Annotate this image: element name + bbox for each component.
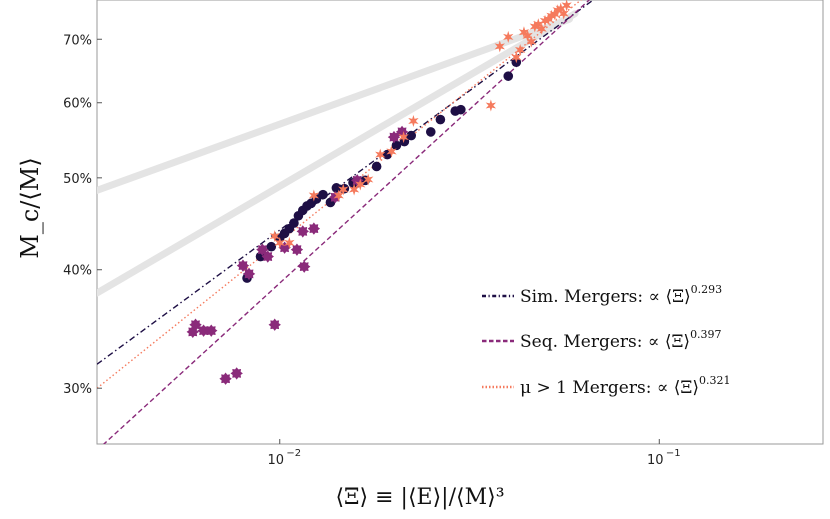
data-point-series-3 bbox=[555, 2, 566, 15]
data-point-series-1 bbox=[425, 127, 436, 137]
legend-label-series-3: μ > 1 Mergers: ∝ ⟨Ξ⟩0.321 bbox=[520, 374, 730, 398]
data-point-series-2 bbox=[219, 372, 232, 385]
data-point-series-3 bbox=[333, 189, 344, 202]
y-axis-ticks: 30% 40% 50% 60% 70% bbox=[63, 33, 102, 397]
data-point-series-2 bbox=[268, 318, 281, 331]
data-point-series-1 bbox=[456, 104, 466, 115]
data-point-series-3 bbox=[338, 183, 349, 196]
data-point-series-3 bbox=[514, 43, 526, 56]
data-point-series-2 bbox=[197, 324, 210, 337]
data-point-series-1 bbox=[266, 241, 277, 252]
data-point-series-3 bbox=[284, 236, 295, 249]
data-point-series-1 bbox=[289, 218, 299, 228]
data-point-series-2 bbox=[261, 250, 274, 263]
y-tick-label: 70% bbox=[63, 33, 92, 48]
data-point-series-3 bbox=[549, 8, 560, 21]
legend-label-series-1: Sim. Mergers: ∝ ⟨Ξ⟩0.293 bbox=[520, 283, 722, 307]
data-point-series-3 bbox=[408, 114, 419, 127]
x-tick-label: 10 bbox=[647, 453, 664, 468]
x-tick-exponent: −2 bbox=[286, 448, 301, 459]
data-point-series-3 bbox=[386, 145, 397, 158]
data-point-series-3 bbox=[536, 22, 547, 35]
data-point-series-2 bbox=[230, 367, 243, 380]
data-point-series-1 bbox=[435, 114, 446, 125]
data-point-series-2 bbox=[205, 324, 218, 337]
data-point-series-3 bbox=[348, 183, 360, 196]
data-point-series-2 bbox=[387, 130, 401, 144]
background-bands bbox=[97, 10, 579, 297]
x-tick-label: 10 bbox=[267, 453, 284, 468]
data-point-series-1 bbox=[371, 161, 382, 172]
y-axis-label: M_c/⟨M⟩ bbox=[16, 157, 44, 258]
x-axis-label: ⟨Ξ⟩ ≡ |⟨E⟩|/⟨M⟩³ bbox=[335, 485, 504, 510]
y-tick-label: 40% bbox=[63, 264, 92, 279]
data-point-series-3 bbox=[355, 178, 366, 191]
x-tick-exponent: −1 bbox=[666, 448, 681, 459]
y-tick-label: 50% bbox=[63, 172, 92, 187]
data-point-series-3 bbox=[274, 236, 285, 249]
data-point-series-1 bbox=[318, 189, 328, 200]
data-point-series-3 bbox=[362, 173, 374, 186]
data-point-series-3 bbox=[518, 26, 530, 39]
data-points bbox=[186, 0, 572, 385]
data-point-series-3 bbox=[543, 13, 554, 26]
data-point-series-1 bbox=[406, 130, 416, 141]
data-point-series-3 bbox=[398, 131, 409, 144]
data-point-series-2 bbox=[242, 267, 256, 281]
data-point-series-2 bbox=[290, 243, 304, 256]
data-point-series-3 bbox=[561, 0, 572, 12]
x-axis-ticks: 10 −2 10 −1 bbox=[267, 439, 681, 468]
data-point-series-2 bbox=[307, 222, 321, 235]
legend: Sim. Mergers: ∝ ⟨Ξ⟩0.293 Seq. Mergers: ∝ … bbox=[482, 283, 730, 398]
data-point-series-3 bbox=[503, 30, 514, 43]
background-band-2 bbox=[97, 10, 579, 297]
data-point-series-3 bbox=[269, 230, 280, 243]
data-point-series-2 bbox=[296, 225, 309, 238]
data-point-series-3 bbox=[485, 99, 497, 112]
data-point-series-2 bbox=[236, 259, 250, 272]
data-point-series-3 bbox=[494, 40, 505, 53]
data-point-series-2 bbox=[189, 318, 202, 331]
fit-line-series-2 bbox=[102, 0, 591, 444]
data-point-series-3 bbox=[558, 7, 569, 20]
data-point-series-3 bbox=[526, 35, 537, 48]
data-point-series-3 bbox=[375, 148, 386, 161]
data-point-series-1 bbox=[503, 71, 514, 81]
background-band-1 bbox=[97, 15, 573, 194]
legend-label-series-2: Seq. Mergers: ∝ ⟨Ξ⟩0.397 bbox=[520, 328, 722, 352]
data-point-series-3 bbox=[533, 18, 544, 31]
data-point-series-3 bbox=[308, 189, 320, 202]
data-point-series-3 bbox=[511, 51, 522, 64]
y-tick-label: 30% bbox=[63, 382, 92, 397]
data-point-series-2 bbox=[298, 260, 311, 273]
y-tick-label: 60% bbox=[63, 97, 92, 112]
data-point-series-3 bbox=[522, 29, 533, 42]
